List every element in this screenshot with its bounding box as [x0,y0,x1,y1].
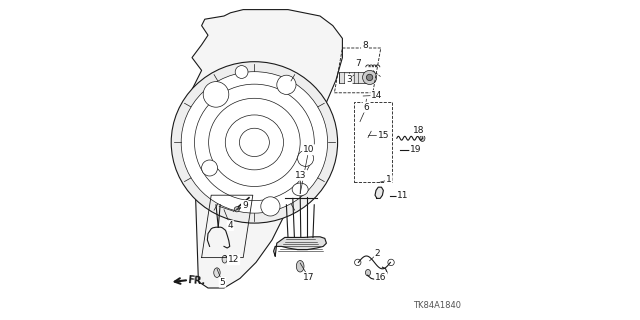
Text: 19: 19 [410,145,422,154]
Bar [358,109,387,173]
Ellipse shape [296,260,304,272]
Ellipse shape [298,150,314,166]
Text: 13: 13 [295,171,307,180]
Ellipse shape [355,259,361,266]
Text: 12: 12 [228,255,239,264]
Ellipse shape [276,75,296,94]
Polygon shape [192,10,342,288]
Ellipse shape [404,193,409,199]
Text: TK84A1840: TK84A1840 [413,301,461,310]
Ellipse shape [225,115,284,170]
Text: 8: 8 [362,41,367,50]
Ellipse shape [420,135,425,141]
Text: 5: 5 [220,278,225,287]
Ellipse shape [365,269,371,276]
Text: 6: 6 [364,103,369,112]
Bar [339,72,367,83]
Ellipse shape [388,259,394,266]
Text: 15: 15 [378,131,389,140]
Text: 11: 11 [397,191,409,200]
Ellipse shape [202,160,218,176]
Ellipse shape [172,62,338,223]
Ellipse shape [222,255,227,263]
Bar [354,102,392,182]
Ellipse shape [214,268,220,277]
Ellipse shape [367,134,375,144]
Ellipse shape [204,82,229,107]
Text: 14: 14 [371,91,383,100]
Ellipse shape [367,74,372,81]
Ellipse shape [261,197,280,216]
Ellipse shape [236,66,248,78]
Text: 2: 2 [375,249,380,258]
Polygon shape [375,187,383,198]
Polygon shape [274,237,326,256]
Ellipse shape [239,128,269,156]
Text: 16: 16 [375,273,387,282]
Ellipse shape [195,84,314,201]
Text: 10: 10 [303,145,314,154]
Text: 3: 3 [346,75,351,84]
Ellipse shape [365,114,374,126]
Text: 17: 17 [303,273,314,282]
Ellipse shape [414,147,419,154]
Ellipse shape [181,72,328,213]
Text: FR.: FR. [187,275,206,287]
Text: 1: 1 [386,175,392,184]
Text: 9: 9 [242,201,248,210]
Ellipse shape [292,183,308,196]
Ellipse shape [209,98,300,187]
Ellipse shape [372,125,380,134]
Text: 4: 4 [228,221,233,230]
Ellipse shape [234,207,239,212]
Ellipse shape [362,70,377,84]
Text: 18: 18 [413,126,425,135]
Text: 7: 7 [356,59,361,68]
